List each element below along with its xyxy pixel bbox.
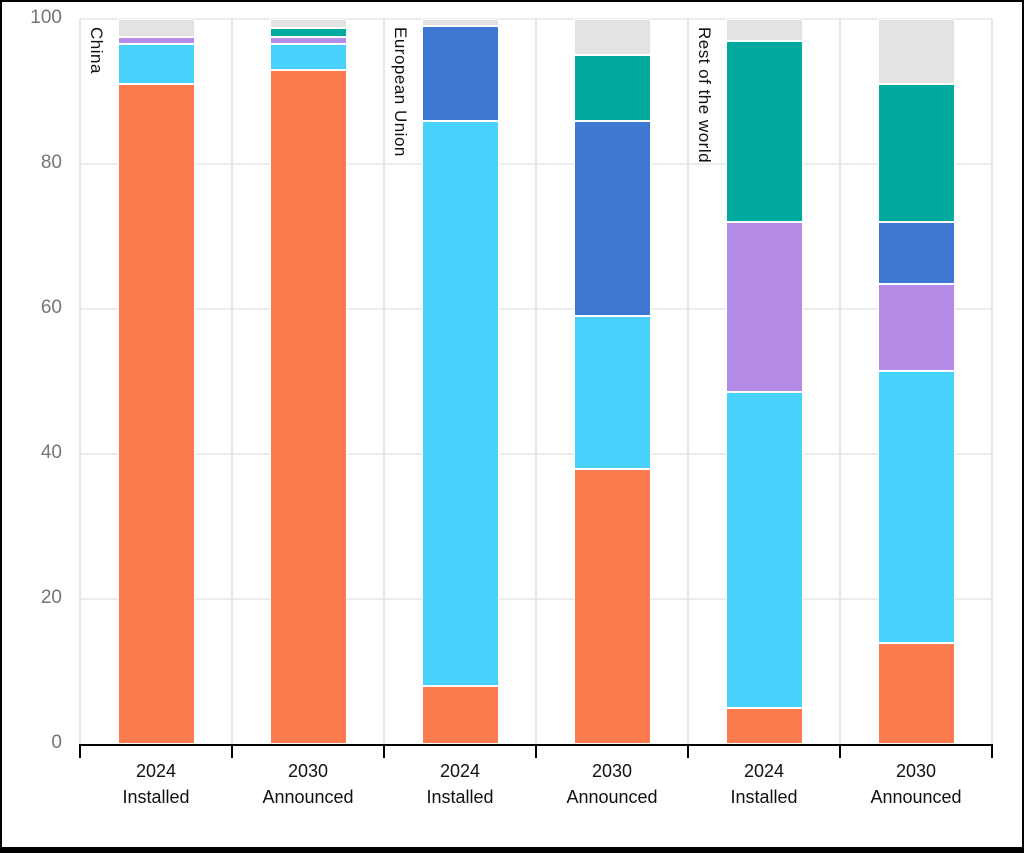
bar-segment-orange <box>421 686 499 744</box>
x-category-label-line: 2024 <box>743 761 785 781</box>
x-slot-gridline <box>991 19 993 744</box>
region-label: China <box>87 27 106 74</box>
y-tick-label: 40 <box>40 442 62 463</box>
bar-segment-orange <box>573 468 651 744</box>
bar-segment-purple <box>117 37 195 45</box>
x-axis-tick <box>991 744 993 758</box>
x-category-label-line: Installed <box>426 787 494 807</box>
region-label: European Union <box>391 27 410 157</box>
y-tick-label: 80 <box>40 152 62 173</box>
x-slot-gridline <box>687 19 689 744</box>
region-label: Rest of the world <box>695 27 714 164</box>
bar-segment-cyan <box>725 392 803 708</box>
bar-segment-cyan <box>421 120 499 686</box>
bar-segment-grey <box>269 19 347 29</box>
x-slot-gridline <box>535 19 537 744</box>
x-slot-gridline <box>231 19 233 744</box>
x-axis-tick <box>839 744 841 758</box>
bar-segment-teal <box>269 28 347 38</box>
bar-segment-cyan <box>573 316 651 469</box>
x-category-label: 2030 Announced <box>232 758 384 810</box>
x-slot-gridline <box>839 19 841 744</box>
bar-segment-purple <box>877 283 955 371</box>
bar-segment-teal <box>877 84 955 222</box>
x-category-label: 2030 Announced <box>840 758 992 810</box>
x-category-label-line: 2024 <box>135 761 177 781</box>
bar-segment-blue <box>573 120 651 317</box>
y-tick-label: 0 <box>51 732 62 753</box>
bar-segment-grey <box>725 19 803 41</box>
x-category-label-line: 2030 <box>895 761 937 781</box>
bar-segment-grey <box>573 19 651 56</box>
x-category-label: 2024 Installed <box>80 758 232 810</box>
bar-segment-blue <box>877 222 955 284</box>
bar-segment-orange <box>117 84 195 744</box>
x-category-label-line: 2030 <box>591 761 633 781</box>
x-category-label-line: 2030 <box>287 761 329 781</box>
x-category-label: 2024 Installed <box>688 758 840 810</box>
bar-segment-cyan <box>269 44 347 70</box>
x-category-label: 2024 Installed <box>384 758 536 810</box>
x-axis-tick <box>231 744 233 758</box>
bar-segment-purple <box>725 222 803 393</box>
x-category-label-line: Announced <box>566 787 658 807</box>
x-axis-tick <box>535 744 537 758</box>
bar-segment-blue <box>421 26 499 121</box>
bar-segment-purple <box>269 37 347 45</box>
y-tick-label: 60 <box>40 297 62 318</box>
x-category-label-line: Installed <box>122 787 190 807</box>
bar-segment-cyan <box>877 370 955 643</box>
bar-segment-grey <box>421 19 499 27</box>
bar-segment-teal <box>573 55 651 121</box>
x-category-label-line: Announced <box>870 787 962 807</box>
bar-segment-orange <box>269 69 347 744</box>
x-axis-tick <box>383 744 385 758</box>
x-category-label: 2030 Announced <box>536 758 688 810</box>
x-axis-tick <box>79 744 81 758</box>
bar-segment-grey <box>877 19 955 85</box>
x-axis-tick <box>687 744 689 758</box>
y-tick-label: 20 <box>40 587 62 608</box>
x-slot-gridline <box>79 19 81 744</box>
y-tick-label: 100 <box>30 7 62 28</box>
bar-segment-orange <box>877 642 955 744</box>
x-category-label-line: Announced <box>262 787 354 807</box>
x-slot-gridline <box>383 19 385 744</box>
bar-segment-orange <box>725 707 803 744</box>
bar-segment-cyan <box>117 44 195 85</box>
bar-segment-teal <box>725 40 803 222</box>
x-category-label-line: Installed <box>730 787 798 807</box>
x-category-label-line: 2024 <box>439 761 481 781</box>
bar-segment-grey <box>117 19 195 38</box>
